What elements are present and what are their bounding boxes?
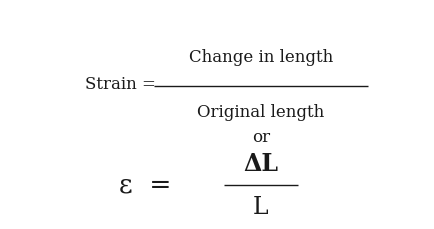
Text: or: or bbox=[251, 129, 270, 146]
Text: L: L bbox=[253, 196, 268, 219]
Text: Strain =: Strain = bbox=[85, 76, 161, 93]
Text: ε  =: ε = bbox=[119, 173, 171, 198]
Text: Original length: Original length bbox=[197, 104, 324, 121]
Text: ΔL: ΔL bbox=[243, 152, 278, 176]
Text: Change in length: Change in length bbox=[188, 49, 332, 66]
